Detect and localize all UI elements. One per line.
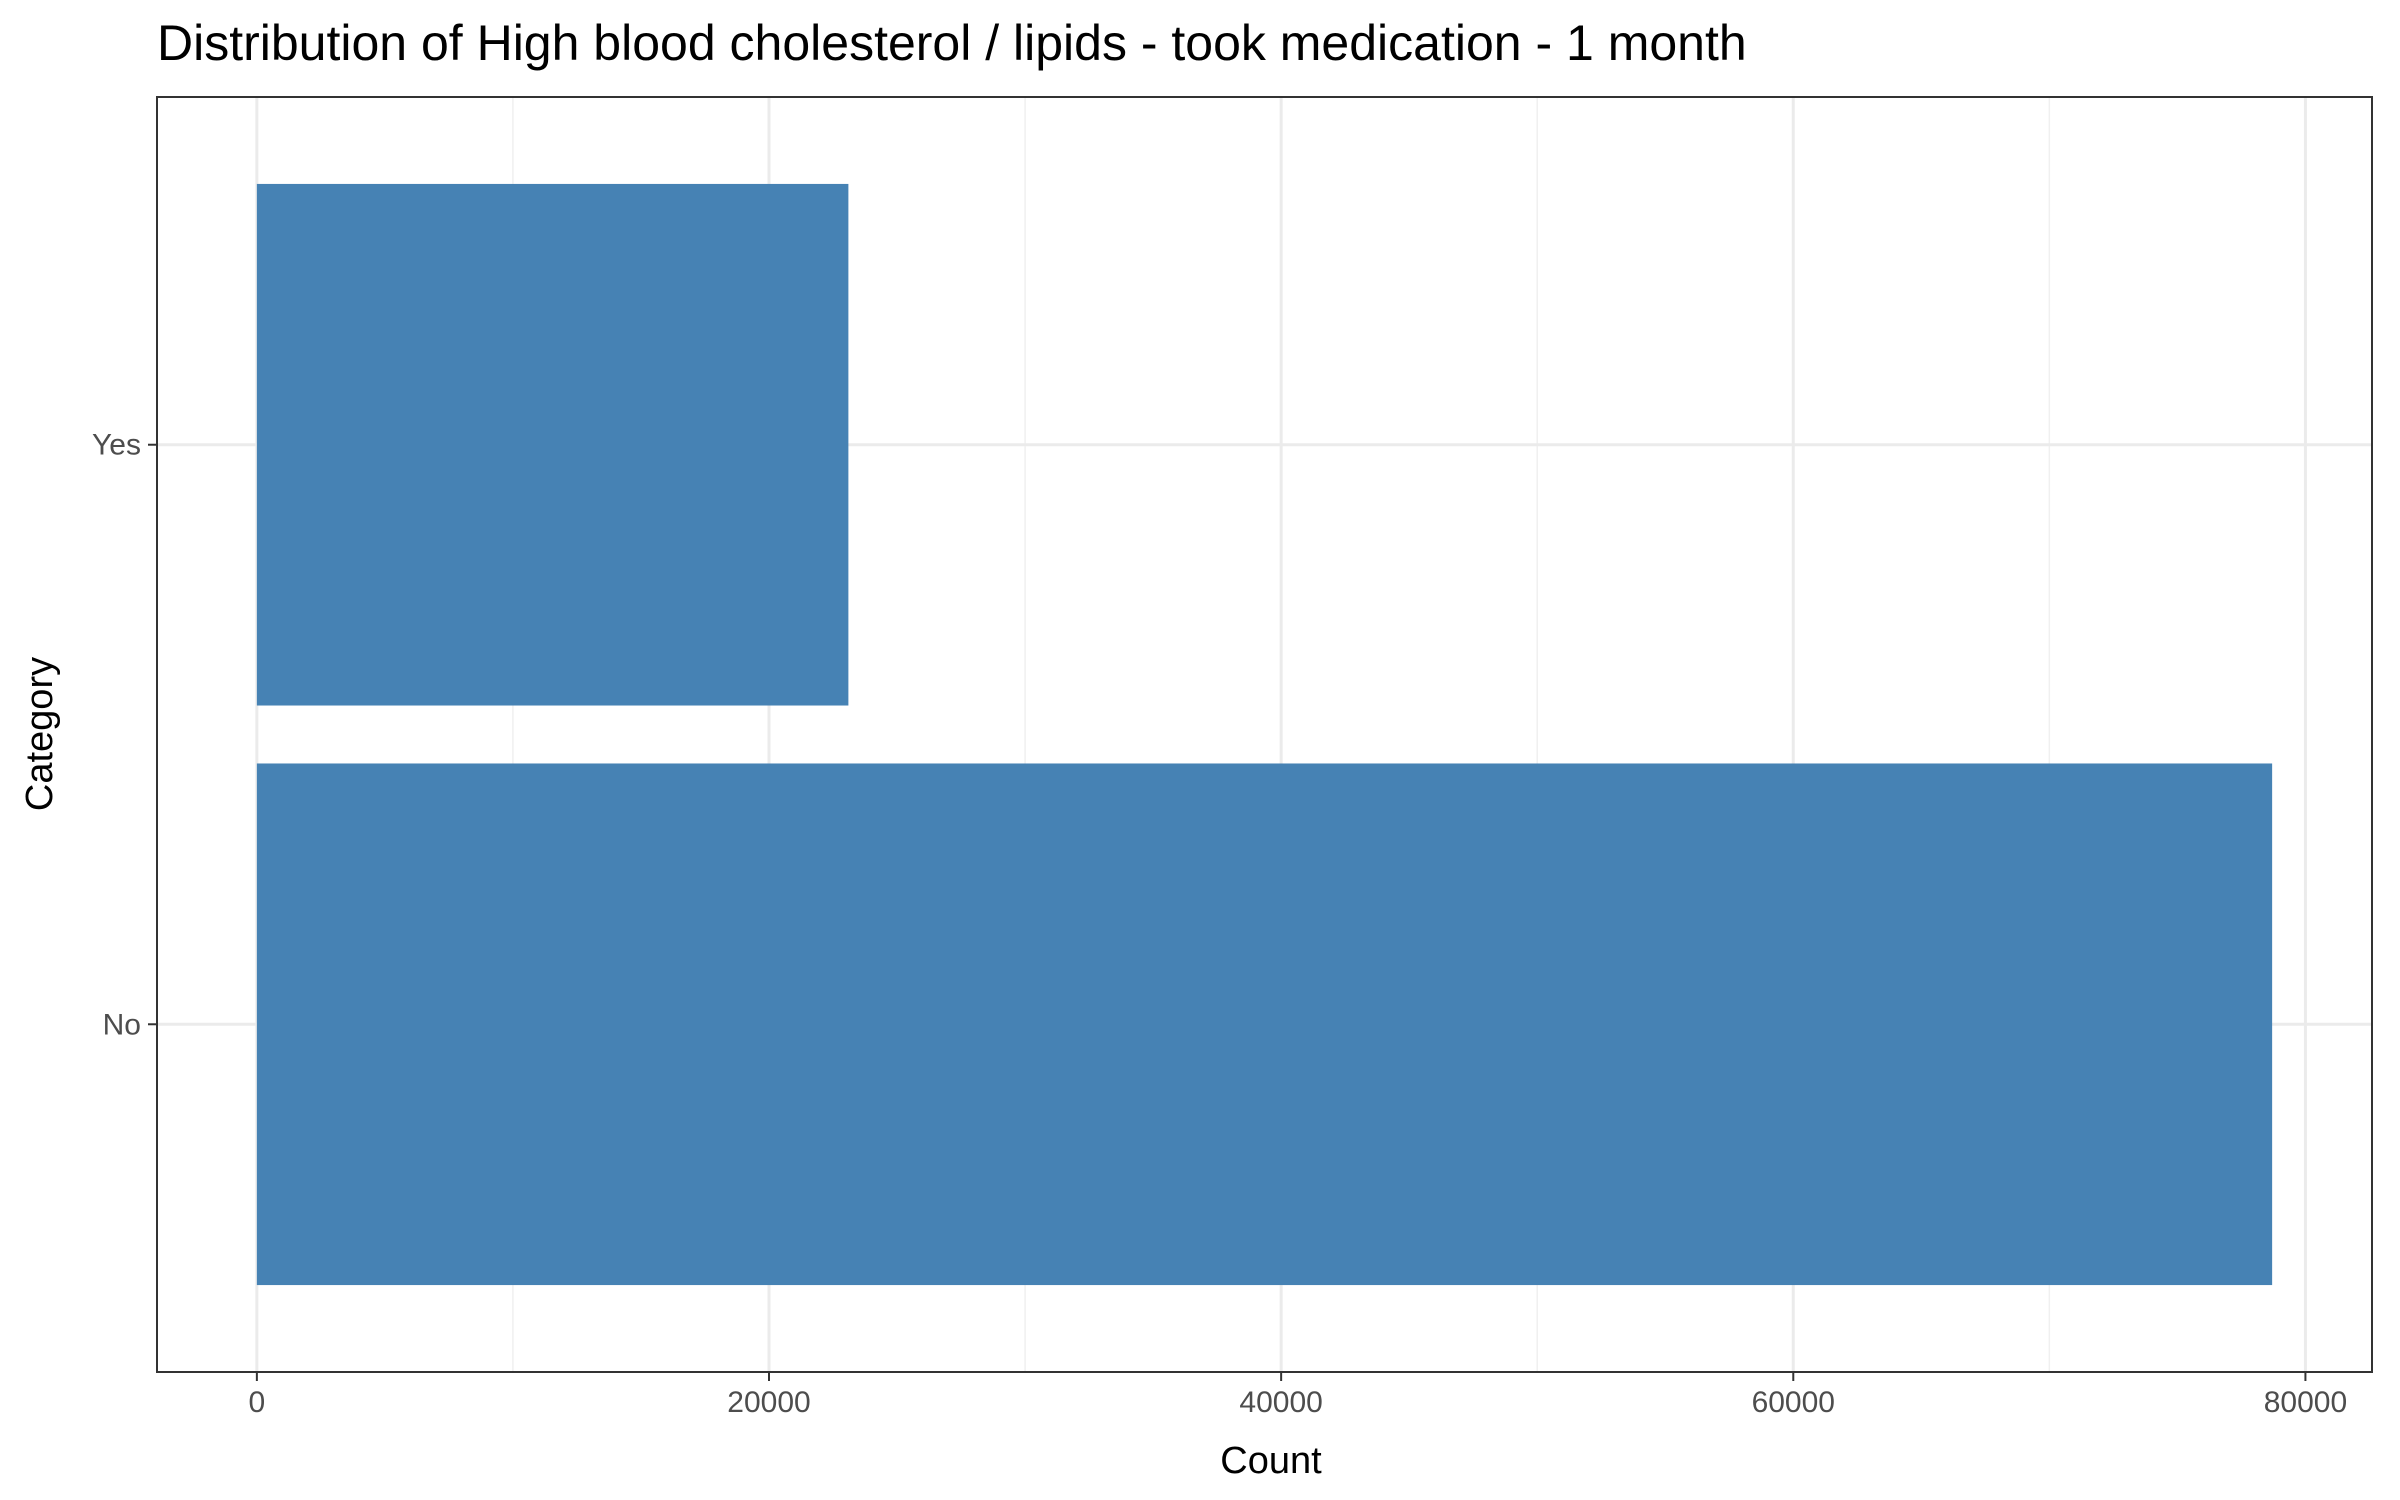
x-axis: 0 20000 40000 60000 80000: [249, 1372, 2347, 1419]
x-tick-label: 60000: [1752, 1386, 1835, 1419]
y-tick-label: No: [103, 1008, 141, 1041]
bars: [256, 183, 2273, 1286]
x-tick-label: 80000: [2264, 1386, 2347, 1419]
bar-yes: [256, 183, 849, 706]
x-axis-title: Count: [1220, 1440, 1322, 1482]
y-axis-title: Category: [19, 657, 61, 811]
x-tick-label: 0: [249, 1386, 266, 1419]
y-tick-label: Yes: [92, 429, 141, 462]
x-tick-label: 40000: [1239, 1386, 1322, 1419]
y-axis: No Yes: [92, 429, 157, 1041]
x-tick-label: 20000: [727, 1386, 810, 1419]
bar-no: [256, 763, 2273, 1286]
chart-title: Distribution of High blood cholesterol /…: [157, 15, 1747, 71]
plot-border: [156, 96, 2373, 1373]
